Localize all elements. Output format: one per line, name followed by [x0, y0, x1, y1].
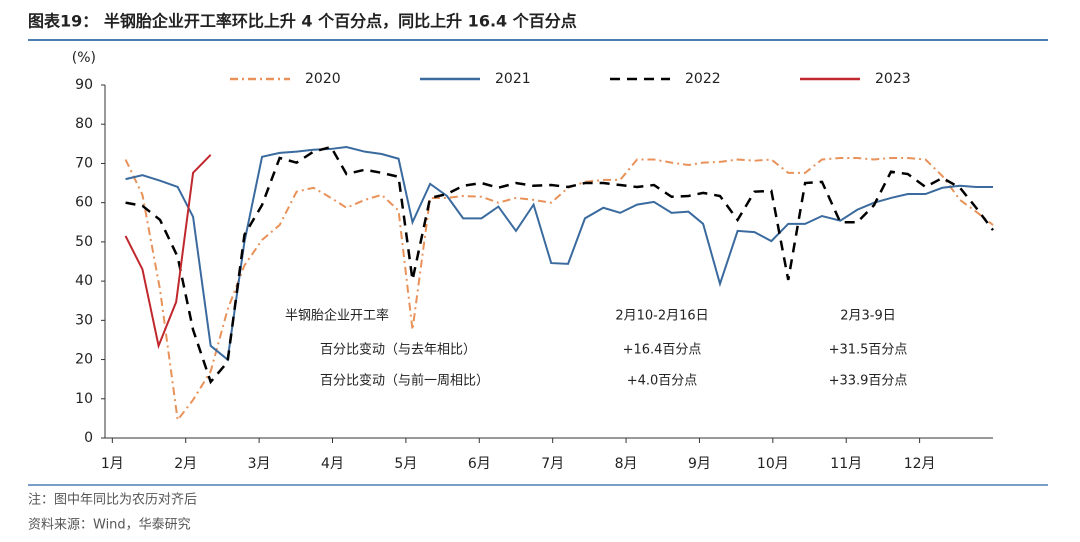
y-tick-label: 50: [75, 234, 93, 250]
x-tick-label: 8月: [615, 456, 638, 472]
source: 资料来源：Wind，华泰研究: [28, 518, 191, 533]
x-tick-label: 5月: [394, 456, 417, 472]
x-tick-label: 10月: [757, 456, 789, 472]
x-tick-label: 9月: [688, 456, 711, 472]
y-tick-label: 30: [75, 312, 93, 328]
y-tick-label: 80: [75, 116, 93, 132]
legend-label: 2020: [305, 71, 341, 87]
x-tick-label: 2月: [174, 456, 197, 472]
y-tick-label: 90: [75, 77, 93, 93]
annotation-value: +33.9百分点: [829, 374, 908, 389]
legend-label: 2023: [875, 71, 911, 87]
y-tick-label: 60: [75, 195, 93, 211]
annotation-value: +16.4百分点: [623, 343, 702, 358]
y-tick-label: 0: [84, 430, 93, 446]
x-tick-label: 3月: [248, 456, 271, 472]
legend-label: 2022: [685, 71, 721, 87]
note: 注：图中年同比为农历对齐后: [28, 492, 197, 508]
series-line: [125, 145, 993, 362]
legend-label: 2021: [495, 71, 531, 87]
series-line: [124, 154, 212, 350]
annotation-value: +4.0百分点: [627, 374, 698, 389]
annotation-label: 百分比变动（与去年相比）: [320, 342, 476, 358]
chart-title: 图表19： 半钢胎企业开工率环比上升 4 个百分点，同比上升 16.4 个百分点: [28, 12, 577, 31]
annotation-label: 半钢胎企业开工率: [285, 308, 389, 324]
y-unit: (%): [72, 50, 96, 66]
x-tick-label: 4月: [321, 456, 344, 472]
series-line: [124, 156, 994, 423]
annotation-label: 百分比变动（与前一周相比）: [320, 373, 489, 389]
y-tick-label: 40: [75, 273, 93, 289]
annotation-value: 2月3-9日: [840, 309, 896, 324]
x-tick-label: 1月: [101, 456, 124, 472]
x-tick-label: 6月: [468, 456, 491, 472]
y-tick-label: 20: [75, 352, 93, 368]
x-tick-label: 11月: [830, 456, 862, 472]
x-tick-label: 12月: [904, 456, 936, 472]
y-tick-label: 70: [75, 155, 93, 171]
x-tick-label: 7月: [541, 456, 564, 472]
annotation-value: +31.5百分点: [829, 343, 908, 358]
annotation-value: 2月10-2月16日: [615, 309, 708, 324]
y-tick-label: 10: [75, 391, 93, 407]
series-line: [125, 145, 994, 385]
